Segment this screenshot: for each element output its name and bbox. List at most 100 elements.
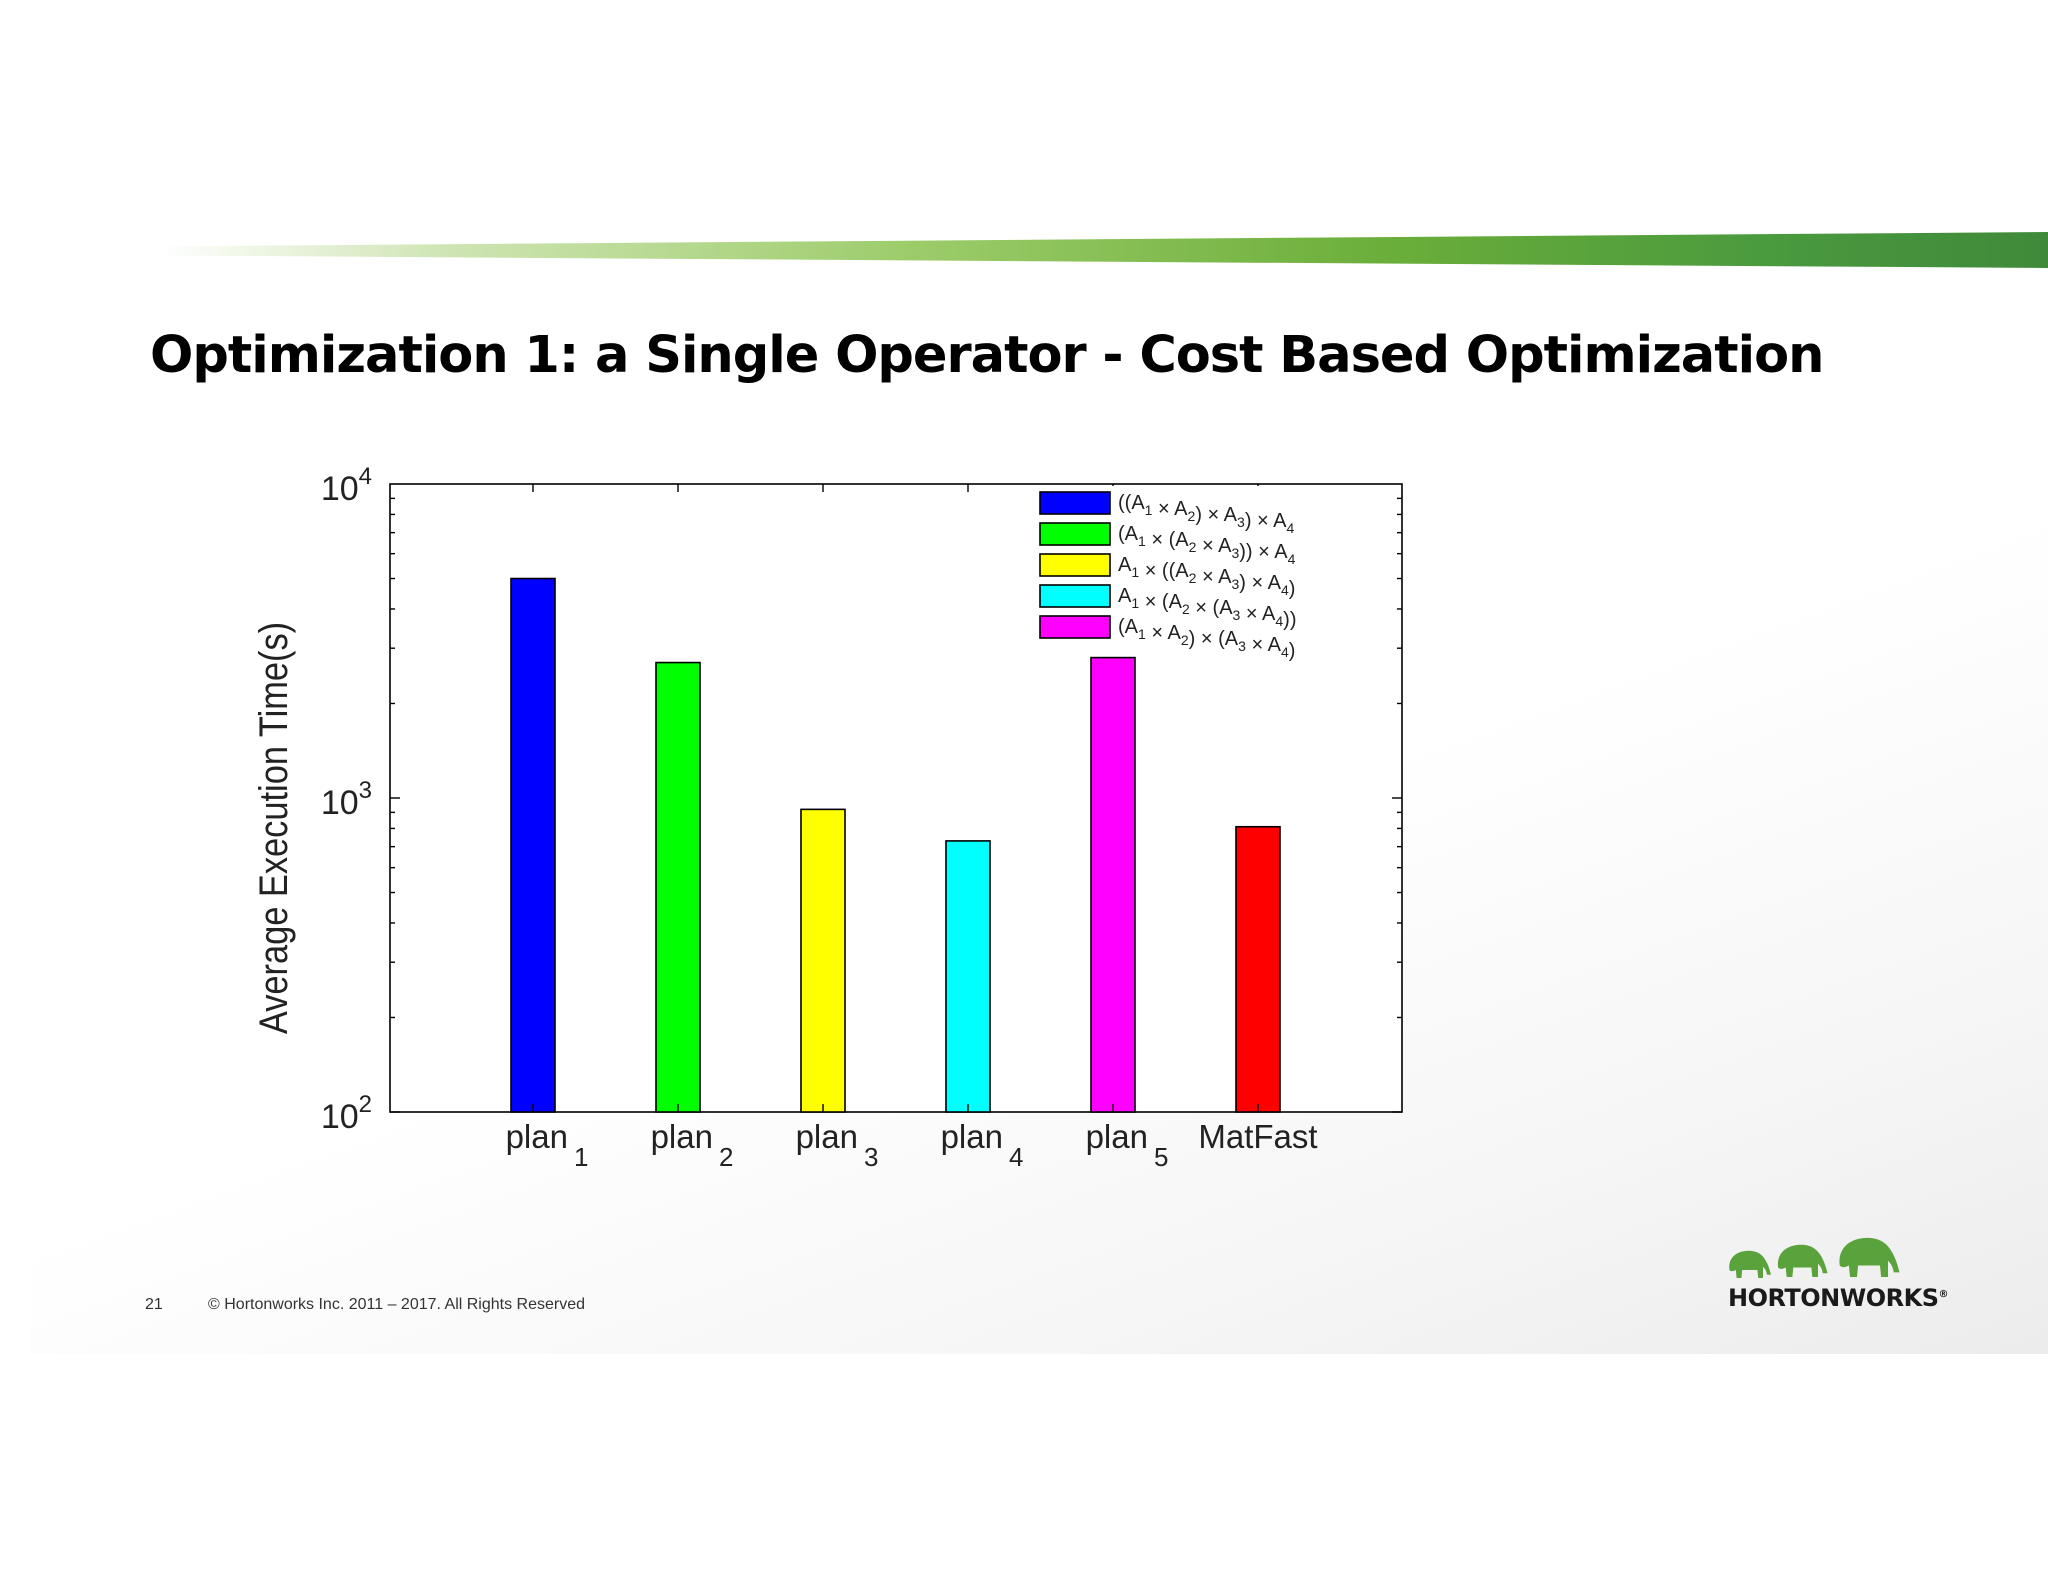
legend-text: A	[1262, 603, 1276, 625]
y-tick-exponent: 4	[359, 463, 372, 490]
y-axis-label: Average Execution Time(s)	[251, 622, 296, 1034]
legend-text: (	[1118, 616, 1125, 638]
legend-text: A	[1225, 628, 1239, 650]
legend-text: A	[1274, 541, 1288, 563]
legend-label: ((A1 × A2) × A3) × A4	[1118, 492, 1295, 536]
legend-subscript: 1	[1145, 502, 1153, 518]
legend-text: A	[1125, 523, 1139, 545]
legend-text: ) ×	[1239, 572, 1267, 594]
x-tick-label: plan4	[941, 1118, 1024, 1172]
legend-text: ) ×	[1195, 504, 1223, 526]
legend-text: A	[1268, 634, 1282, 656]
legend-subscript: 3	[1231, 545, 1239, 561]
legend-text: A	[1168, 622, 1182, 644]
x-tick-label: plan2	[651, 1118, 734, 1172]
logo-registered-mark: ®	[1938, 1289, 1949, 1300]
y-tick-base: 10	[321, 1098, 359, 1136]
legend-subscript: 1	[1131, 595, 1139, 611]
legend-text: × (	[1190, 597, 1220, 619]
legend-text: A	[1219, 597, 1233, 619]
x-tick-subscript: 4	[1009, 1142, 1023, 1172]
legend-text: ((	[1118, 492, 1132, 514]
legend-text: )	[1289, 578, 1296, 600]
legend-text: (	[1118, 523, 1125, 545]
x-tick-subscript: 5	[1154, 1142, 1168, 1172]
legend-subscript: 1	[1138, 626, 1146, 642]
legend-swatch	[1039, 491, 1111, 515]
legend-text: A	[1273, 510, 1287, 532]
elephant-icon	[1729, 1250, 1771, 1278]
x-tick-base: plan	[506, 1118, 568, 1155]
bar	[655, 661, 701, 1113]
legend-text: ×	[1196, 566, 1218, 588]
legend-subscript: 4	[1288, 551, 1296, 567]
bar	[1090, 656, 1136, 1113]
legend-subscript: 4	[1275, 613, 1283, 629]
legend-subscript: 2	[1189, 539, 1197, 555]
legend-text: A	[1218, 535, 1232, 557]
x-tick-base: plan	[651, 1118, 713, 1155]
x-tick-subscript: 2	[719, 1142, 733, 1172]
x-tick-label: plan3	[796, 1118, 879, 1172]
legend-label: A1 × ((A2 × A3) × A4)	[1118, 554, 1295, 600]
legend-text: )) ×	[1239, 541, 1274, 563]
legend-text: ×	[1196, 535, 1218, 557]
y-tick-base: 10	[321, 470, 359, 508]
x-tick-subscript: 3	[864, 1142, 878, 1172]
legend-subscript: 4	[1281, 582, 1289, 598]
legend-subscript: 3	[1238, 638, 1246, 654]
legend-text: ) ×	[1245, 510, 1273, 532]
legend-subscript: 1	[1131, 564, 1139, 580]
legend-text: ) × (	[1189, 628, 1225, 650]
elephant-body	[1839, 1237, 1900, 1277]
legend-subscript: 4	[1287, 520, 1295, 536]
hortonworks-logo: HORTONWORKS®	[1725, 1228, 1951, 1312]
x-tick-label: MatFast	[1198, 1118, 1317, 1155]
legend-subscript: 4	[1281, 644, 1289, 660]
elephant-body	[1777, 1244, 1828, 1277]
elephants-logo-icon	[1729, 1237, 1900, 1278]
logo-text: HORTONWORKS	[1728, 1284, 1939, 1312]
legend-subscript: 3	[1233, 607, 1241, 623]
y-tick-label: 103	[321, 777, 372, 822]
legend-swatch	[1039, 615, 1111, 639]
legend-swatch	[1039, 522, 1111, 546]
legend-label: (A1 × (A2 × A3)) × A4	[1118, 523, 1296, 567]
legend-subscript: 1	[1138, 533, 1146, 549]
legend-text: ×	[1152, 498, 1174, 520]
legend-subscript: 2	[1182, 601, 1190, 617]
legend-text: A	[1125, 616, 1139, 638]
legend-text: ))	[1283, 609, 1296, 631]
x-tick-base: plan	[796, 1118, 858, 1155]
x-tick-subscript: 1	[574, 1142, 588, 1172]
bar	[800, 808, 846, 1113]
legend-text: ×	[1240, 603, 1262, 625]
page-number: 21	[145, 1296, 163, 1313]
copyright-notice: © Hortonworks Inc. 2011 – 2017. All Righ…	[208, 1296, 586, 1313]
legend-text: × ((	[1139, 560, 1175, 582]
legend-label: A1 × (A2 × (A3 × A4))	[1118, 585, 1297, 631]
legend-text: A	[1224, 504, 1238, 526]
legend-text: × (	[1146, 529, 1176, 551]
legend-swatch	[1039, 553, 1111, 577]
x-tick-base: MatFast	[1198, 1118, 1317, 1155]
legend-text: ×	[1246, 634, 1268, 656]
legend-text: A	[1131, 492, 1145, 514]
x-tick-label: plan1	[506, 1118, 589, 1172]
legend-subscript: 2	[1189, 570, 1197, 586]
elephant-body	[1729, 1250, 1771, 1278]
legend-subscript: 3	[1231, 576, 1239, 592]
y-tick-base: 10	[321, 784, 359, 822]
y-tick-label: 102	[321, 1091, 372, 1136]
legend-text: A	[1175, 560, 1189, 582]
legend-subscript: 2	[1188, 508, 1196, 524]
legend-swatch	[1039, 584, 1111, 608]
bar	[510, 577, 556, 1113]
legend-text: A	[1118, 554, 1132, 576]
x-tick-base: plan	[941, 1118, 1003, 1155]
elephant-icon	[1777, 1244, 1828, 1277]
legend-text: A	[1218, 566, 1232, 588]
y-tick-exponent: 3	[359, 777, 372, 804]
